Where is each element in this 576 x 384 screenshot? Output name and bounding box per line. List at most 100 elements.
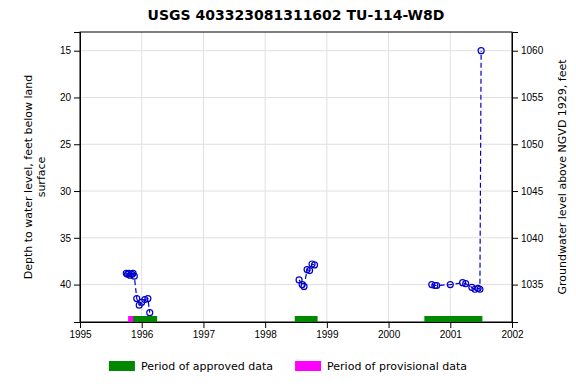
- x-axis-tick-mark: [203, 322, 204, 328]
- point: [307, 268, 313, 274]
- y2-axis-tick: 1035: [512, 279, 544, 290]
- y2-axis-tick: 1055: [512, 92, 544, 103]
- y2-axis-tick-label: 1055: [521, 92, 544, 103]
- grid-line-x: [203, 32, 204, 322]
- grid-line-x: [265, 32, 266, 322]
- y-axis-tick-mark: [74, 51, 80, 52]
- x-axis-tick-mark: [265, 322, 266, 328]
- y2-axis-line: [513, 33, 519, 323]
- x-axis-tick: 2001: [440, 322, 463, 340]
- x-axis: 1995 1996 1997 1998 1999 2000 2001 2002: [69, 322, 524, 340]
- y-axis-tick-mark: [74, 144, 80, 145]
- y-axis-tick: 40: [60, 279, 80, 290]
- y2-axis-tick: 1040: [512, 233, 544, 244]
- grid-line-y: [80, 144, 512, 145]
- x-axis-tick: 1996: [131, 322, 154, 340]
- y2-axis-tick-mark: [512, 51, 518, 52]
- x-axis-tick-mark: [389, 322, 390, 328]
- x-axis-tick: 2000: [378, 322, 401, 340]
- y-axis-tick-mark: [74, 238, 80, 239]
- y-axis-tick: 30: [60, 186, 80, 197]
- x-axis-tick-label: 2001: [440, 329, 463, 340]
- y-axis-tick: 15: [60, 45, 80, 56]
- y-axis-tick-mark: [74, 97, 80, 98]
- period-bar: [128, 316, 133, 322]
- x-axis-tick-label: 2000: [378, 329, 401, 340]
- grid-line-y: [80, 97, 512, 98]
- title: USGS 403323081311602 TU-114-W8D: [148, 7, 445, 23]
- line: [126, 51, 481, 313]
- chart: 1995 1996 1997 1998 1999 2000 2001 2002 15 20 25 30…: [0, 0, 576, 384]
- x-axis-tick-label: 1998: [255, 329, 278, 340]
- point: [478, 48, 484, 54]
- y-axis-tick: 20: [60, 92, 80, 103]
- point: [145, 296, 151, 302]
- y-axis-tick: 25: [60, 139, 80, 150]
- point: [477, 286, 483, 292]
- y2-axis-tick-mark: [512, 285, 518, 286]
- y-axis-tick-label: 40: [60, 279, 72, 290]
- y-axis: 15 20 25 30 35 40: [60, 33, 81, 323]
- y-axis-tick-label: 25: [60, 139, 72, 150]
- y2-axis-tick-mark: [512, 97, 518, 98]
- x-axis-tick-label: 1997: [193, 329, 216, 340]
- y-axis-tick-label: 15: [60, 45, 72, 56]
- y2-axis-label: Groundwater level above NGVD 1929, feet: [556, 59, 569, 295]
- y2-axis-tick: 1050: [512, 139, 544, 150]
- x-axis-tick-mark: [142, 322, 143, 328]
- y-axis-tick: 35: [60, 233, 80, 244]
- grid-line-x: [141, 32, 142, 322]
- grid-line-y: [80, 237, 512, 238]
- legend-swatch: [295, 361, 321, 371]
- x-axis-tick: 1995: [69, 322, 92, 340]
- data-area: [123, 48, 484, 322]
- legend-item: Period of approved data: [109, 360, 273, 373]
- y2-axis-tick-label: 1050: [521, 139, 544, 150]
- y2-axis: 103510401045105010551060: [512, 33, 544, 323]
- point: [434, 283, 440, 289]
- y2-axis-tick-label: 1045: [521, 186, 544, 197]
- grid-line-y: [80, 191, 512, 192]
- y-axis-tick-label: 30: [60, 186, 72, 197]
- plot: 1995 1996 1997 1998 1999 2000 2001 2002 15 20 25 30…: [22, 32, 569, 340]
- period-bar: [295, 316, 318, 322]
- legend-item: Period of provisional data: [295, 360, 467, 373]
- grid-line-x: [326, 32, 327, 322]
- legend-label: Period of provisional data: [327, 360, 467, 373]
- x-axis-tick-label: 2002: [501, 329, 524, 340]
- y-axis-tick-mark: [74, 285, 80, 286]
- point: [447, 282, 453, 288]
- x-axis-tick-label: 1995: [69, 329, 92, 340]
- y2-axis-tick-mark: [512, 144, 518, 145]
- point: [312, 262, 318, 268]
- grid-line-y: [80, 50, 512, 51]
- x-axis-tick: 1998: [255, 322, 278, 340]
- x-axis-tick-label: 1999: [316, 329, 339, 340]
- point: [131, 273, 137, 279]
- x-axis-tick: 1997: [193, 322, 216, 340]
- y2-axis-tick-mark: [512, 238, 518, 239]
- x-axis-tick-mark: [327, 322, 328, 328]
- legend-swatch: [109, 361, 135, 371]
- y-axis-tick-label: 35: [60, 233, 72, 244]
- point: [147, 310, 153, 316]
- x-axis-tick: 2002: [501, 322, 524, 340]
- points: [123, 48, 484, 316]
- period-bar: [424, 316, 482, 322]
- point: [463, 281, 469, 287]
- period-bars: [132, 316, 483, 322]
- y-axis-label: Depth to water level, feet below landsur…: [22, 75, 48, 280]
- x-axis-line: [81, 323, 513, 329]
- y2-axis-tick: 1045: [512, 186, 544, 197]
- x-axis-tick-label: 1996: [131, 329, 154, 340]
- y-axis-tick-label: 20: [60, 92, 72, 103]
- y2-axis-tick-label: 1040: [521, 233, 544, 244]
- x-axis-tick: 1999: [316, 322, 339, 340]
- period-bars: [128, 316, 133, 322]
- grid: [80, 32, 512, 322]
- period-bar: [132, 316, 157, 322]
- grid-line-x: [450, 32, 451, 322]
- legend-label: Period of approved data: [141, 360, 273, 373]
- y2-axis-tick-mark: [512, 191, 518, 192]
- x-axis-tick-mark: [450, 322, 451, 328]
